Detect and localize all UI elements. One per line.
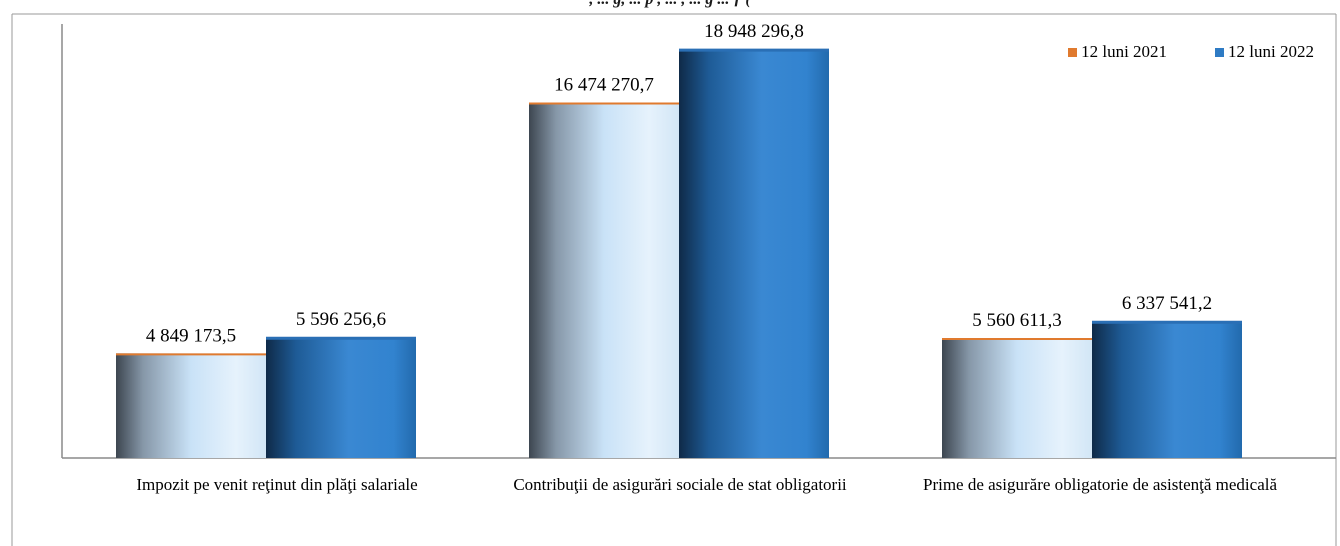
legend: 12 luni 2021 12 luni 2022 [1068,42,1314,62]
bar-body-prime-2022 [1092,321,1242,458]
data-label-prime-2022: 6 337 541,2 [1122,293,1212,314]
data-label-impozit-2022: 5 596 256,6 [296,309,386,330]
bar-impozit-2022 [266,336,416,458]
legend-item-2021: 12 luni 2021 [1068,42,1167,62]
bar-prime-2021 [942,338,1092,458]
cropped-caption: , ... g, ... p , ... , ... g ... ƒ ( [0,0,1340,9]
bar-body-contributii-2021 [529,102,679,459]
legend-label-2022: 12 luni 2022 [1228,42,1314,61]
legend-swatch-2021 [1068,47,1078,57]
bar-contributii-2022 [679,48,829,459]
bar-prime-2022 [1092,320,1242,458]
data-label-impozit-2021: 4 849 173,5 [146,325,236,346]
bar-impozit-2021 [116,353,266,458]
bar-body-impozit-2021 [116,353,266,458]
data-label-contributii-2021: 16 474 270,7 [554,75,654,96]
bar-body-impozit-2022 [266,337,416,458]
x-tick-label-impozit: Impozit pe venit reţinut din plăţi salar… [136,475,418,494]
x-tick-label-prime: Prime de asigurăre obligatorie de asiste… [922,475,1278,494]
legend-label-2021: 12 luni 2021 [1081,42,1168,61]
bar-contributii-2021 [529,102,679,459]
data-label-contributii-2022: 18 948 296,8 [704,21,804,42]
legend-item-2022: 12 luni 2022 [1215,42,1314,62]
bar-body-contributii-2022 [679,49,829,459]
legend-swatch-2022 [1215,47,1225,57]
bar-body-prime-2021 [942,338,1092,458]
data-label-prime-2021: 5 560 611,3 [972,310,1062,331]
x-tick-label-contributii: Contribuţii de asigurări sociale de stat… [513,475,847,494]
